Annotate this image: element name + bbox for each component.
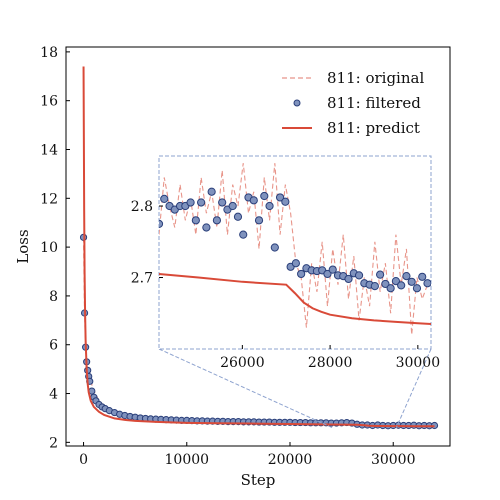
inset-connector-right <box>395 348 432 428</box>
inset-filtered-point <box>370 281 379 291</box>
y-tick-label: 16 <box>40 94 58 110</box>
inset-filtered-point <box>354 271 364 280</box>
inset-filtered-point <box>291 259 300 268</box>
inset-filtered-point <box>397 281 406 290</box>
inset-filtered-point <box>418 272 427 281</box>
inset-predict-line <box>159 272 431 325</box>
inset-filtered-point <box>186 198 195 207</box>
inset-filtered-point <box>381 279 390 289</box>
series-predict-line <box>82 66 435 428</box>
inset-y-tick-label: 2.7 <box>131 271 153 287</box>
inset-x-tick-label: 30000 <box>396 355 441 371</box>
y-tick-label: 2 <box>49 435 58 451</box>
x-axis-title: Step <box>241 471 276 489</box>
inset-y-tick-label: 2.8 <box>131 199 153 215</box>
inset-filtered-point <box>275 193 285 202</box>
inset-filtered-point <box>202 223 211 232</box>
inset-filtered-point <box>207 187 216 196</box>
legend-label: 811: original <box>327 69 424 87</box>
x-tick-label: 20000 <box>268 452 313 468</box>
x-tick-label: 0 <box>79 452 88 468</box>
inset-filtered-point <box>254 216 264 225</box>
inset-filtered-point <box>197 198 206 207</box>
x-tick-label: 10000 <box>165 452 210 468</box>
legend-filtered-swatch <box>293 99 301 107</box>
y-axis-title: Loss <box>14 229 32 263</box>
inset-connector-left <box>158 348 333 429</box>
inset-filtered-point <box>423 279 431 288</box>
inset-filtered-point <box>228 201 237 211</box>
inset-filtered-point <box>191 216 200 225</box>
inset-plot-group <box>159 163 431 335</box>
inset-filtered-point <box>297 269 306 279</box>
legend-label: 811: predict <box>327 119 420 137</box>
y-tick-label: 10 <box>40 240 58 256</box>
legend: 811: original 811: filtered 811: predict <box>282 69 424 137</box>
inset-filtered-point <box>344 274 353 284</box>
inset-filtered-point <box>391 276 401 286</box>
y-tick-label: 6 <box>49 338 58 354</box>
inset-filtered-point <box>323 269 332 279</box>
inset-filtered-point <box>402 271 411 281</box>
x-tick-label: 30000 <box>371 452 416 468</box>
inset-filtered-point <box>159 219 164 229</box>
inset-filtered-point <box>407 277 416 286</box>
inset-filtered-point <box>260 191 269 201</box>
y-tick-label: 8 <box>49 289 58 305</box>
y-tick-label: 14 <box>40 142 58 158</box>
inset-x-tick-label: 28000 <box>308 355 353 371</box>
legend-label: 811: filtered <box>327 94 421 112</box>
inset-filtered-point <box>212 216 222 225</box>
inset-filtered-point <box>386 284 395 293</box>
y-tick-label: 18 <box>40 45 58 61</box>
inset-filtered-point <box>281 197 290 206</box>
inset-filtered-point <box>160 194 169 203</box>
inset-x-tick-label: 26000 <box>220 355 265 371</box>
y-tick-label: 4 <box>49 387 58 403</box>
y-tick-label: 12 <box>40 191 58 207</box>
inset-filtered-point <box>265 201 274 211</box>
inset-filtered-point <box>239 230 248 239</box>
inset-filtered-point <box>376 270 385 279</box>
inset-filtered-point <box>270 243 279 252</box>
inset-filtered-point <box>412 284 422 293</box>
inset-filtered-point <box>218 198 227 207</box>
inset-filtered-point <box>249 196 258 205</box>
inset-filtered-point <box>328 265 337 274</box>
inset-filtered-point <box>233 212 243 221</box>
